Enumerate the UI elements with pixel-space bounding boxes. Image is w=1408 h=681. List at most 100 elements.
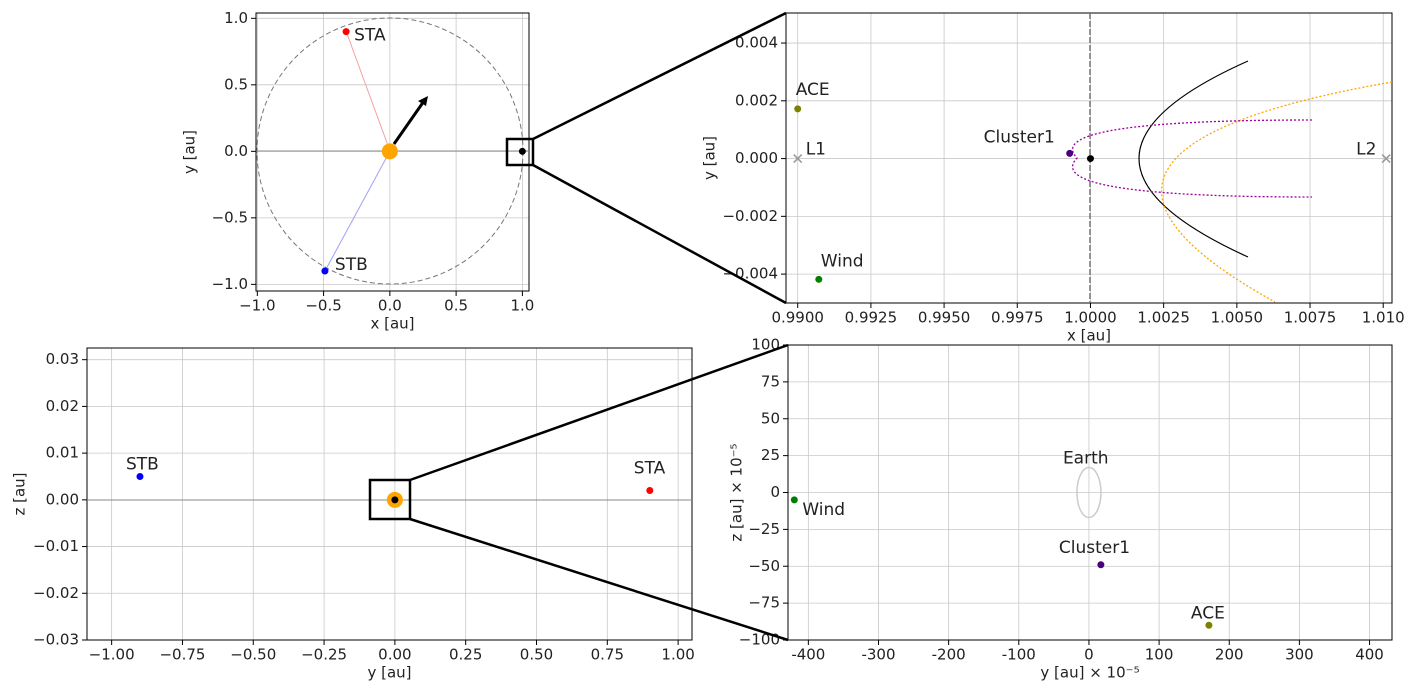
- plot-frame: [86, 347, 693, 641]
- point: [381, 143, 398, 160]
- x-tick-label: 1.0025: [1137, 309, 1190, 327]
- x-tick-label: 300: [1285, 646, 1314, 664]
- y-tick-label: −0.02: [33, 584, 79, 602]
- x-tick-label: 0.5: [444, 297, 468, 315]
- x-tick-label: 1.0: [510, 297, 534, 315]
- point-label: STB: [126, 454, 159, 474]
- y-tick-label: 0.01: [46, 444, 79, 462]
- y-tick-label: 0.00: [46, 490, 79, 508]
- arrow-head: [418, 96, 428, 106]
- x-tick-label: −1.0: [239, 297, 275, 315]
- y-tick-label: 0.000: [735, 149, 778, 167]
- point-label: STB: [335, 255, 368, 275]
- x-tick-label: 0.9925: [845, 309, 898, 327]
- magnetopause: [1071, 119, 1313, 198]
- x-tick-label: −0.75: [159, 646, 205, 664]
- plot-frame: [785, 12, 1393, 304]
- x-tick-label: 1.0075: [1284, 309, 1337, 327]
- point-label: STA: [634, 458, 666, 478]
- y-tick-label: −0.004: [722, 265, 778, 283]
- x-tick-label: 400: [1355, 646, 1384, 664]
- x-tick-label: 0.0: [378, 297, 402, 315]
- x-tick-label: -400: [791, 646, 825, 664]
- x-tick-label: 0.9975: [991, 309, 1044, 327]
- x-tick-label: 200: [1215, 646, 1244, 664]
- connector: [409, 517, 789, 642]
- point: [1086, 155, 1094, 163]
- point-label: L1: [806, 140, 826, 160]
- y-tick-label: 0.03: [46, 350, 79, 368]
- point-label: Cluster1: [984, 127, 1055, 147]
- x-tick-label: 1.00: [661, 646, 694, 664]
- x-tick-label: 0.50: [520, 646, 553, 664]
- y-axis-label: z [au] × 10⁻⁵: [728, 443, 746, 541]
- x-tick-label: 0.75: [591, 646, 624, 664]
- y-tick-label: −1.0: [212, 275, 248, 293]
- point: [815, 275, 823, 283]
- point-label: ACE: [796, 80, 830, 100]
- point: [794, 105, 802, 113]
- y-tick-label: −0.01: [33, 537, 79, 555]
- point: [391, 496, 399, 504]
- x-tick-label: 1.0000: [1064, 309, 1117, 327]
- marker-x: [1381, 154, 1391, 164]
- point: [1066, 149, 1074, 157]
- point: [321, 267, 329, 275]
- y-tick-label: −50: [748, 557, 780, 575]
- connector: [532, 163, 787, 305]
- y-axis-label: y [au]: [701, 136, 719, 180]
- y-tick-label: 0.004: [735, 34, 778, 52]
- x-tick-label: 0.25: [449, 646, 482, 664]
- point-label: L2: [1356, 140, 1376, 160]
- y-tick-label: −0.5: [212, 208, 248, 226]
- y-tick-label: 0: [770, 483, 780, 501]
- plot-frame: [787, 344, 1393, 641]
- point-label: STA: [354, 26, 386, 46]
- x-tick-label: −1.00: [89, 646, 135, 664]
- y-tick-label: 0.0: [224, 142, 248, 160]
- x-tick-label: -100: [1002, 646, 1036, 664]
- point: [1097, 561, 1105, 569]
- arrow: [392, 100, 426, 145]
- x-axis-label: x [au]: [1067, 327, 1111, 345]
- y-tick-label: 50: [761, 409, 780, 427]
- y-tick-label: 100: [751, 336, 780, 354]
- x-tick-label: 0: [1084, 646, 1094, 664]
- x-tick-label: 100: [1145, 646, 1174, 664]
- point-label: Wind: [821, 251, 864, 271]
- earth-outline: [1076, 466, 1102, 519]
- y-tick-label: −100: [739, 631, 780, 649]
- bow-shock-model: [1160, 81, 1393, 303]
- zoom-box: [368, 478, 412, 521]
- stb-line: [324, 150, 391, 272]
- marker-x: [793, 154, 803, 164]
- point-label: ACE: [1191, 603, 1225, 623]
- point-label: Cluster1: [1059, 538, 1130, 558]
- x-tick-label: 0.00: [378, 646, 411, 664]
- point: [518, 147, 526, 155]
- plot-frame: [255, 12, 530, 292]
- y-tick-label: 0.02: [46, 397, 79, 415]
- y-tick-label: −25: [748, 520, 780, 538]
- x-axis-label: y [au] × 10⁻⁵: [1040, 664, 1139, 681]
- y-tick-label: 0.002: [735, 91, 778, 109]
- point: [646, 486, 654, 494]
- y-tick-label: 1.0: [224, 9, 248, 27]
- x-axis-label: y [au]: [367, 664, 411, 681]
- x-tick-label: -200: [932, 646, 966, 664]
- x-tick-label: −0.50: [230, 646, 276, 664]
- point: [136, 472, 144, 480]
- connector: [409, 343, 789, 482]
- x-tick-label: 0.9900: [771, 309, 824, 327]
- x-tick-label: −0.25: [301, 646, 347, 664]
- y-tick-label: 25: [761, 446, 780, 464]
- connector: [532, 11, 787, 141]
- point: [790, 496, 798, 504]
- bow-shock: [1138, 60, 1249, 258]
- zoom-box: [505, 137, 535, 167]
- point-label: Wind: [802, 500, 845, 520]
- y-tick-label: −75: [748, 594, 780, 612]
- y-axis-label: z [au]: [11, 472, 29, 515]
- point-label: Earth: [1063, 449, 1109, 469]
